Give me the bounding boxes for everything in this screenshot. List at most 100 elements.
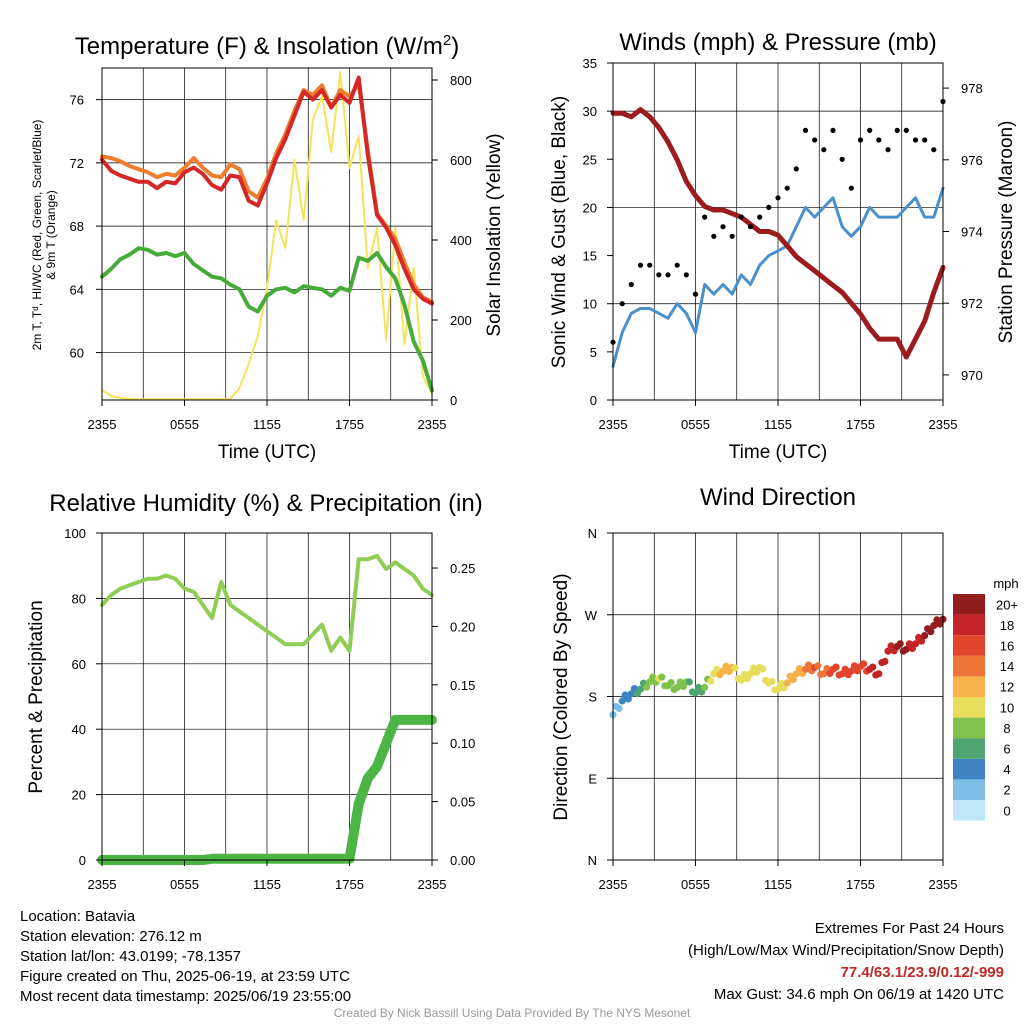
wind-direction-point [618, 697, 626, 705]
wind-direction-point [869, 663, 877, 671]
gust-point [784, 185, 790, 191]
credit-line: Created By Nick Bassill Using Data Provi… [333, 1006, 691, 1020]
gust-point [747, 224, 754, 230]
y-tick-label: 60 [70, 346, 84, 361]
wind-direction-point [636, 685, 645, 693]
y-tick-label: 76 [70, 93, 84, 108]
y-tick-label: 60 [72, 657, 86, 672]
legend-label: 4 [1003, 762, 1010, 777]
y-tick-label: 40 [72, 722, 86, 737]
y-tick-label: 35 [583, 56, 597, 71]
extremes-info: Extremes For Past 24 Hours (High/Low/Max… [688, 918, 1004, 1006]
x-tick-label: 2355 [88, 417, 117, 432]
wind-direction-point [731, 664, 739, 672]
y2-tick-label: 974 [961, 225, 983, 240]
wind-direction-point [918, 637, 926, 645]
wind-direction-point [768, 677, 776, 686]
wind-direction-point [649, 673, 657, 681]
legend-label: 8 [1003, 721, 1010, 736]
wind-direction-panel: Wind Direction 2355 0555 1155 1755 2355NESWN… [551, 484, 1019, 892]
x-tick-label: 2355 [599, 417, 628, 432]
x-tick-label: 1755 [335, 417, 364, 432]
legend-label: 14 [1000, 659, 1014, 674]
x-tick-label: 0555 [681, 877, 710, 892]
legend-swatch [953, 655, 985, 677]
x-tick-label: 0555 [170, 877, 199, 892]
legend-label: 2 [1003, 783, 1010, 798]
x-tick-label: 1155 [253, 877, 281, 892]
gust-point [802, 127, 809, 133]
y2-tick-label: 600 [450, 153, 472, 168]
y-tick-label: 20 [583, 200, 597, 215]
pressure-y2-axis-label: Station Pressure (Maroon) [996, 121, 1017, 344]
temperature-y-axis-label-1: 2m T, Tᵈ, HI/WC (Red, Green, Scarlet/Blu… [30, 120, 44, 351]
humidity-y-axis-label: Percent & Precipitation [26, 600, 47, 793]
y-tick-label: 0 [79, 853, 86, 868]
gust-point [637, 262, 644, 268]
sonic-wind-line [611, 186, 945, 368]
wind-direction-point [927, 628, 935, 636]
y-tick-label: 20 [72, 788, 86, 803]
y2-tick-label: 970 [961, 368, 983, 383]
x-tick-label: 0555 [170, 417, 199, 432]
legend-label: 10 [1000, 700, 1014, 715]
wind-direction-point [832, 663, 840, 671]
legend-label: 18 [1000, 618, 1014, 633]
gust-point [903, 127, 909, 133]
x-tick-label: 2355 [418, 417, 447, 432]
gust-point [775, 195, 781, 201]
legend-swatch [953, 594, 985, 615]
wind-direction-point [841, 665, 849, 673]
y-tick-label: 68 [70, 219, 84, 234]
station-location: Location: Batavia [20, 908, 136, 925]
dewpoint-line [100, 246, 434, 393]
gust-point [812, 137, 818, 143]
legend-swatch [953, 717, 985, 739]
figure-created: Figure created on Thu, 2025-06-19, at 23… [20, 968, 350, 985]
x-tick-label: 0555 [681, 417, 710, 432]
wind-direction-point [792, 670, 800, 678]
y-tick-label: 64 [70, 282, 84, 297]
legend-swatch [953, 738, 985, 759]
solar-y2-axis-label: Solar Insolation (Yellow) [484, 133, 505, 336]
y2-tick-label: 0.10 [450, 736, 475, 751]
wind-direction-point [691, 689, 700, 697]
recent-timestamp: Most recent data timestamp: 2025/06/19 2… [20, 988, 352, 1005]
y-tick-label: 0 [590, 393, 597, 408]
x-tick-label: 2355 [929, 417, 958, 432]
station-elevation: Station elevation: 276.12 m [20, 928, 202, 945]
wind-direction-point [875, 670, 883, 678]
gust-point [738, 214, 744, 220]
y2-tick-label: 0.00 [450, 853, 475, 868]
wind-direction-point [930, 622, 938, 630]
y-tick-label: S [588, 690, 597, 705]
gust-point [702, 214, 708, 220]
station-info: Location: Batavia Station elevation: 276… [20, 907, 351, 1007]
speed-color-legend: 0 2 4 6 8 10 12 14 16 18 20+ [953, 594, 1018, 821]
extremes-subtitle: (High/Low/Max Wind/Precipitation/Snow De… [688, 942, 1004, 959]
temperature-y-axis-label-2: & 9m T (Orange) [44, 190, 58, 280]
x-tick-label: 1755 [335, 877, 364, 892]
wind-direction-point [707, 677, 715, 685]
wind-direction-point [658, 673, 666, 681]
y-tick-label: 100 [64, 526, 86, 541]
gust-point [665, 272, 671, 278]
legend-label: 12 [1000, 680, 1014, 695]
wind-direction-point [746, 670, 755, 678]
wind-direction-y-axis-label: Direction (Colored By Speed) [551, 573, 572, 820]
speed-legend-title: mph [993, 576, 1018, 591]
wind-direction-point [814, 662, 822, 670]
legend-label: 6 [1003, 742, 1010, 757]
temperature-panel: Temperature (F) & Insolation (W/m2) 2355… [30, 32, 505, 463]
gust-point [729, 233, 735, 239]
legend-swatch [953, 614, 985, 636]
wind-direction-point [902, 645, 910, 653]
legend-swatch [953, 635, 985, 656]
wind-direction-point [860, 660, 868, 668]
gust-point [857, 137, 864, 143]
wind-direction-point [713, 665, 721, 673]
x-tick-label: 1155 [253, 417, 281, 432]
gust-point [628, 281, 634, 288]
gust-point [830, 127, 836, 133]
y-tick-label: 5 [590, 345, 597, 360]
